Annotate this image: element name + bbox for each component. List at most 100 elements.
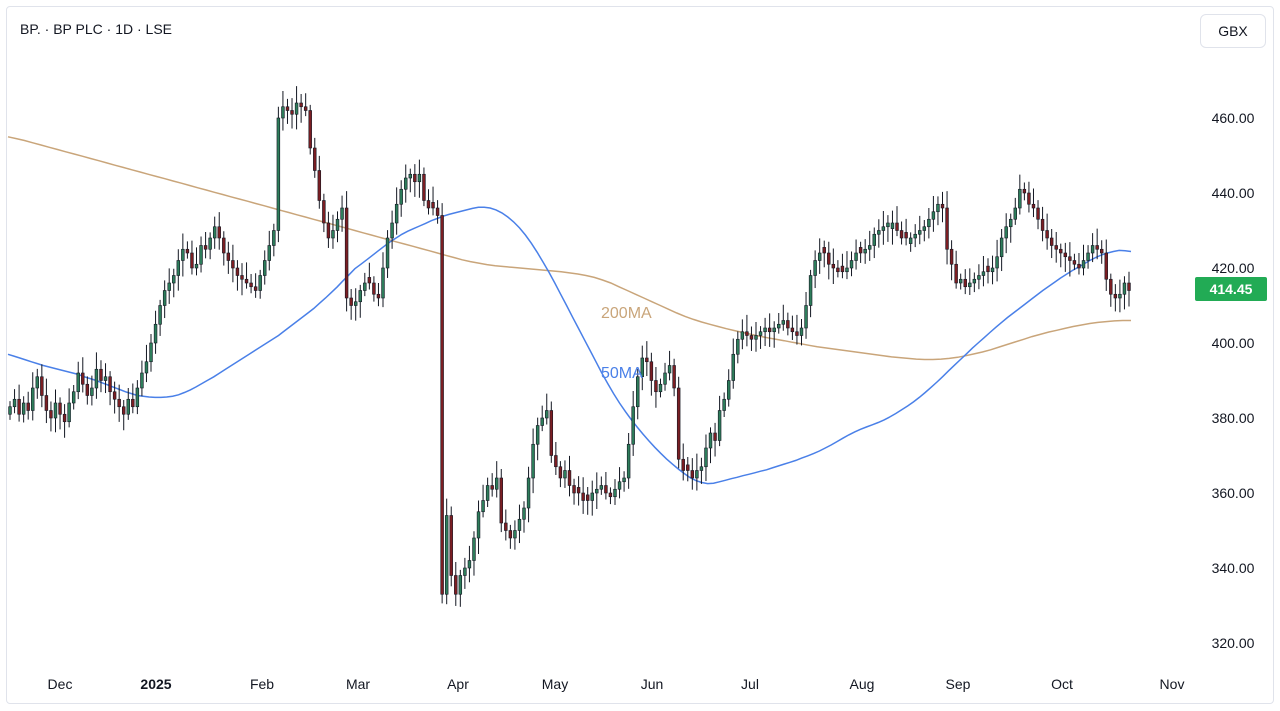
candle-down bbox=[567, 470, 572, 486]
x-tick-label: Dec bbox=[48, 676, 73, 692]
candle-down bbox=[654, 380, 658, 393]
candle-up bbox=[658, 383, 663, 393]
candle-down bbox=[308, 110, 312, 149]
y-tick-label: 420.00 bbox=[1212, 260, 1255, 276]
chart-title: BP. · BP PLC · 1D · LSE bbox=[20, 21, 172, 37]
currency-button[interactable]: GBX bbox=[1200, 14, 1266, 48]
candle-up bbox=[772, 327, 776, 333]
candle-up bbox=[172, 275, 176, 284]
candle-up bbox=[472, 537, 476, 561]
candle-up bbox=[126, 398, 130, 415]
candle-down bbox=[558, 466, 563, 479]
candle-up bbox=[458, 575, 463, 595]
candle-up bbox=[845, 267, 849, 273]
candle-down bbox=[1104, 252, 1108, 280]
candle-up bbox=[754, 335, 758, 340]
candle-down bbox=[1059, 248, 1063, 254]
candle-up bbox=[763, 327, 767, 333]
candle-down bbox=[713, 432, 717, 441]
candle-down bbox=[904, 232, 908, 239]
candle-up bbox=[1004, 226, 1008, 239]
candle-up bbox=[53, 402, 58, 419]
candle-up bbox=[463, 567, 467, 576]
candle-up bbox=[1086, 252, 1090, 261]
candle-down bbox=[508, 530, 513, 539]
candle-down bbox=[108, 376, 112, 393]
candle-up bbox=[740, 331, 745, 340]
candle-up bbox=[21, 402, 26, 415]
candle-up bbox=[176, 260, 181, 276]
candle-up bbox=[854, 252, 858, 261]
candle-down bbox=[745, 331, 749, 336]
candle-up bbox=[353, 301, 358, 306]
candle-up bbox=[631, 406, 635, 445]
candle-down bbox=[58, 402, 62, 415]
candle-up bbox=[153, 323, 158, 344]
candle-up bbox=[781, 320, 786, 325]
candle-down bbox=[49, 410, 53, 419]
candle-up bbox=[777, 323, 781, 329]
candle-up bbox=[667, 365, 672, 374]
candle-down bbox=[1036, 207, 1040, 220]
candle-up bbox=[167, 282, 171, 291]
candle-up bbox=[522, 507, 526, 520]
candle-down bbox=[1054, 245, 1058, 250]
candle-down bbox=[413, 173, 417, 183]
candle-down bbox=[749, 335, 754, 340]
candle-down bbox=[949, 248, 954, 265]
candle-up bbox=[640, 357, 644, 378]
candle-up bbox=[263, 260, 267, 276]
candle-down bbox=[222, 237, 226, 254]
candle-up bbox=[199, 245, 203, 265]
candle-down bbox=[422, 173, 426, 201]
candle-down bbox=[440, 215, 444, 595]
candle-up bbox=[918, 230, 922, 235]
candle-up bbox=[276, 117, 281, 231]
candle-down bbox=[290, 110, 294, 115]
candle-up bbox=[258, 275, 262, 291]
chart-frame bbox=[6, 6, 1274, 704]
candle-down bbox=[504, 522, 508, 531]
x-tick-label: Sep bbox=[946, 676, 971, 692]
candle-down bbox=[1040, 218, 1045, 231]
candle-up bbox=[485, 485, 490, 501]
candle-down bbox=[572, 485, 576, 494]
candle-up bbox=[613, 488, 617, 498]
candle-down bbox=[17, 398, 21, 415]
y-tick-label: 440.00 bbox=[1212, 185, 1255, 201]
candle-down bbox=[690, 470, 695, 479]
candles-layer bbox=[8, 86, 1131, 607]
candle-down bbox=[426, 200, 431, 209]
ma50-label: 50MA bbox=[601, 365, 643, 382]
y-tick-label: 320.00 bbox=[1212, 635, 1255, 651]
candle-up bbox=[531, 443, 535, 479]
candle-up bbox=[535, 425, 540, 445]
candle-up bbox=[417, 173, 422, 183]
candle-up bbox=[517, 518, 522, 531]
candle-down bbox=[604, 485, 608, 494]
candle-down bbox=[822, 247, 826, 254]
candle-down bbox=[836, 267, 840, 273]
candle-up bbox=[726, 380, 731, 400]
candle-down bbox=[454, 575, 458, 595]
candle-up bbox=[636, 376, 640, 408]
candle-down bbox=[786, 320, 790, 329]
ma200-layer bbox=[7, 136, 1131, 361]
candle-up bbox=[94, 368, 99, 389]
candle-up bbox=[599, 485, 604, 490]
candle-up bbox=[281, 106, 285, 119]
candle-down bbox=[945, 207, 949, 250]
candle-up bbox=[968, 282, 972, 288]
candle-down bbox=[326, 222, 331, 239]
candle-down bbox=[449, 515, 453, 576]
candle-down bbox=[317, 170, 322, 201]
candle-up bbox=[513, 530, 517, 539]
candle-up bbox=[194, 263, 199, 269]
candle-up bbox=[849, 260, 854, 269]
candle-down bbox=[649, 361, 654, 381]
candle-up bbox=[881, 226, 886, 231]
candle-up bbox=[799, 327, 804, 336]
candle-up bbox=[731, 353, 735, 381]
candle-up bbox=[162, 290, 167, 306]
